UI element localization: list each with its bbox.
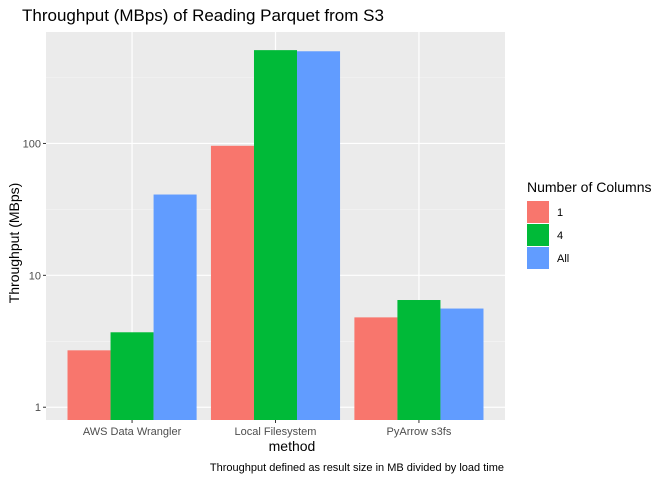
legend-title: Number of Columns	[527, 179, 652, 195]
legend-key-4	[527, 224, 549, 246]
bar-4-0	[110, 332, 154, 420]
y-tick-label: 1	[35, 402, 41, 414]
x-tick-label: Local Filesystem	[235, 426, 317, 438]
bar-1-1	[210, 145, 254, 421]
y-tick-label: 10	[29, 270, 41, 282]
legend-label-1: 1	[557, 207, 563, 219]
y-tick-label: 100	[23, 138, 41, 150]
chart-caption: Throughput defined as result size in MB …	[210, 462, 504, 474]
bar-all-0	[153, 194, 197, 420]
legend-label-all: All	[557, 253, 569, 265]
bar-1-0	[67, 350, 111, 420]
bar-4-2	[397, 300, 441, 420]
bar-1-2	[354, 317, 398, 420]
x-tick-label: PyArrow s3fs	[387, 426, 452, 438]
bar-all-2	[440, 308, 484, 420]
x-tick-label: AWS Data Wrangler	[83, 426, 182, 438]
x-axis-title: method	[269, 438, 316, 454]
legend: Number of Columns 1 4 All	[527, 179, 652, 269]
legend-key-1	[527, 201, 549, 223]
chart-title: Throughput (MBps) of Reading Parquet fro…	[22, 6, 384, 25]
legend-key-all	[527, 247, 549, 269]
y-axis-title: Throughput (MBps)	[6, 183, 22, 304]
bar-all-1	[297, 51, 341, 421]
bar-4-1	[253, 50, 298, 421]
legend-label-4: 4	[557, 230, 563, 242]
